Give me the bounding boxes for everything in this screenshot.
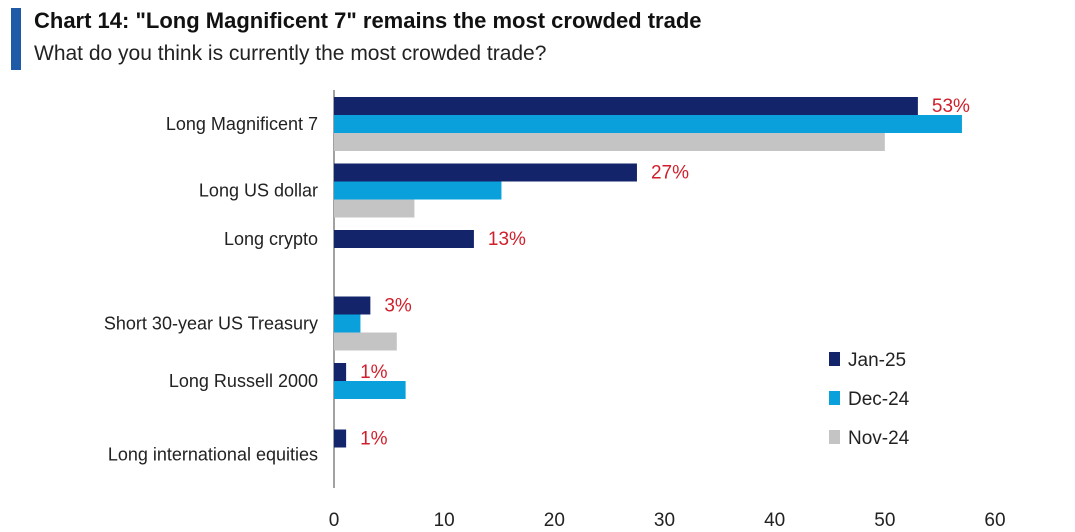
x-tick-label: 60 — [984, 510, 1005, 531]
x-tick-label: 10 — [434, 510, 455, 531]
x-tick-label: 30 — [654, 510, 675, 531]
legend-label: Dec-24 — [848, 389, 910, 410]
bar-jan-25-5 — [334, 429, 347, 448]
category-label: Long Russell 2000 — [169, 371, 318, 391]
legend-label: Nov-24 — [848, 428, 910, 449]
legend-label: Jan-25 — [848, 350, 906, 371]
bar-jan-25-4 — [334, 363, 347, 381]
bar-nov-24-1 — [334, 199, 415, 218]
chart-title: Chart 14: "Long Magnificent 7" remains t… — [34, 8, 702, 33]
category-label: Short 30-year US Treasury — [104, 314, 318, 334]
x-tick-label: 50 — [874, 510, 895, 531]
bar-dec-24-1 — [334, 181, 502, 200]
bar-nov-24-3 — [334, 332, 397, 351]
legend-swatch-jan-25 — [829, 352, 840, 366]
x-tick-label: 40 — [764, 510, 785, 531]
chart-subtitle: What do you think is currently the most … — [34, 42, 547, 65]
data-label: 27% — [651, 163, 689, 184]
title-accent-bar — [11, 8, 21, 70]
bar-jan-25-2 — [334, 230, 474, 248]
data-label: 13% — [488, 229, 526, 250]
bar-jan-25-1 — [334, 163, 637, 182]
bar-dec-24-0 — [334, 115, 962, 133]
x-tick-label: 0 — [329, 510, 340, 531]
data-label: 3% — [384, 296, 412, 317]
data-label: 53% — [932, 96, 970, 117]
bar-dec-24-3 — [334, 314, 361, 333]
bar-jan-25-3 — [334, 296, 371, 315]
category-label: Long US dollar — [199, 181, 318, 201]
data-label: 1% — [360, 362, 388, 383]
x-tick-label: 20 — [544, 510, 565, 531]
category-label: Long Magnificent 7 — [166, 114, 318, 134]
legend-swatch-dec-24 — [829, 391, 840, 405]
bar-nov-24-0 — [334, 133, 885, 151]
data-label: 1% — [360, 429, 388, 450]
bar-dec-24-4 — [334, 381, 406, 399]
bar-jan-25-0 — [334, 97, 918, 115]
category-label: Long international equities — [108, 445, 318, 465]
legend-swatch-nov-24 — [829, 430, 840, 444]
category-label: Long crypto — [224, 229, 318, 249]
